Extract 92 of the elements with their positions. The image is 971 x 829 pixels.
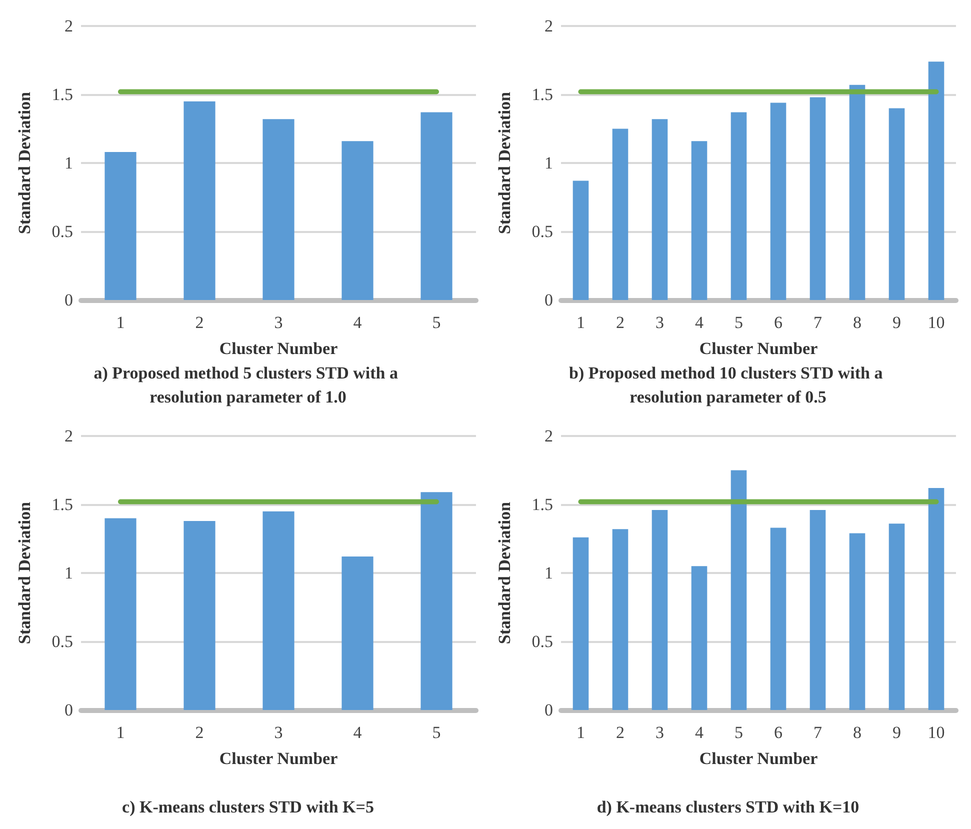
y-tick-label: 2 [64,16,73,36]
bar [928,488,944,710]
text: c) K-means clusters STD with K=5 [122,798,374,816]
x-tick-label: 1 [116,313,125,332]
x-axis-title: Cluster Number [219,339,338,358]
x-tick-label: 4 [695,313,704,332]
x-axis-title: Cluster Number [699,339,818,358]
y-tick-label: 0.5 [52,222,73,241]
text: b) Proposed method 10 clusters STD with a resolution parameter of 0.5 [569,364,887,406]
bar [810,97,826,300]
bar [612,128,628,300]
y-tick-label: 2 [544,16,553,36]
y-tick-label: 0 [64,700,73,720]
y-axis-title: Standard Deviation [15,501,34,644]
bar [342,141,374,300]
bar [342,556,374,710]
x-tick-label: 1 [576,313,585,332]
x-tick-label: 3 [274,313,283,332]
bar [691,141,708,300]
bar [770,102,786,300]
bar [612,529,628,710]
x-tick-label: 7 [814,723,822,742]
x-tick-label: 4 [353,313,362,332]
y-tick-label: 1 [64,154,73,172]
x-tick-label: 8 [853,723,862,742]
bar [730,112,747,300]
y-tick-label: 0.5 [532,222,553,241]
y-axis-title: Standard Deviation [495,501,514,644]
bar [928,62,944,300]
bar [572,180,589,300]
x-tick-label: 2 [616,723,624,742]
bar [572,537,589,710]
y-tick-label: 0.5 [532,632,553,651]
y-tick-label: 0.5 [52,632,73,651]
x-tick-label: 9 [892,723,901,742]
bar [420,112,452,300]
bar [262,511,294,710]
bar [652,119,668,300]
x-axis-title: Cluster Number [699,749,818,768]
x-tick-label: 9 [892,313,901,332]
x-tick-label: 2 [195,313,204,332]
bar [104,152,136,300]
x-tick-label: 3 [656,723,664,742]
bar [691,566,708,710]
text: a) Proposed method 5 clusters STD with a resolution parameter of 1.0 [94,364,402,406]
bar [888,108,905,300]
x-tick-label: 2 [616,313,624,332]
y-tick-label: 1.5 [532,495,553,514]
bar [104,518,136,710]
bar [810,510,826,710]
x-tick-label: 10 [928,313,945,332]
bar [652,510,668,710]
bar [849,84,866,300]
y-axis-title: Standard Deviation [15,91,34,234]
y-tick-label: 1 [544,564,553,582]
x-tick-label: 8 [853,313,862,332]
x-tick-label: 6 [774,723,782,742]
y-tick-label: 0 [544,290,553,310]
bar [184,101,216,300]
y-tick-label: 0 [544,700,553,720]
x-tick-label: 3 [656,313,664,332]
y-axis-title: Standard Deviation [495,91,514,234]
x-tick-label: 7 [814,313,822,332]
bar [420,492,452,710]
x-tick-label: 5 [734,313,743,332]
x-tick-label: 4 [353,723,362,742]
bar [184,520,216,710]
bar [849,533,866,710]
x-tick-label: 4 [695,723,704,742]
x-tick-label: 1 [116,723,125,742]
x-tick-label: 5 [432,313,441,332]
x-tick-label: 5 [734,723,743,742]
x-tick-label: 10 [928,723,945,742]
y-tick-label: 2 [64,426,73,446]
y-tick-label: 1 [544,154,553,172]
y-tick-label: 1 [64,564,73,582]
bar [730,470,747,710]
bar [888,524,905,710]
x-axis-title: Cluster Number [219,749,338,768]
bar [770,528,786,710]
y-tick-label: 2 [544,426,553,446]
x-tick-label: 1 [576,723,585,742]
x-tick-label: 6 [774,313,782,332]
y-tick-label: 0 [64,290,73,310]
y-tick-label: 1.5 [52,85,73,104]
x-tick-label: 5 [432,723,441,742]
y-tick-label: 1.5 [52,495,73,514]
bar [262,119,294,300]
text: d) K-means clusters STD with K=10 [596,798,860,816]
y-tick-label: 1.5 [532,85,553,104]
x-tick-label: 2 [195,723,204,742]
x-tick-label: 3 [274,723,283,742]
